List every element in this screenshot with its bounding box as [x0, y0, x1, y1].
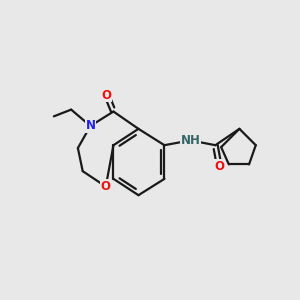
- Text: N: N: [85, 119, 95, 133]
- Text: O: O: [101, 180, 111, 193]
- Text: NH: NH: [180, 134, 200, 147]
- Text: O: O: [214, 160, 224, 173]
- Text: O: O: [102, 89, 112, 102]
